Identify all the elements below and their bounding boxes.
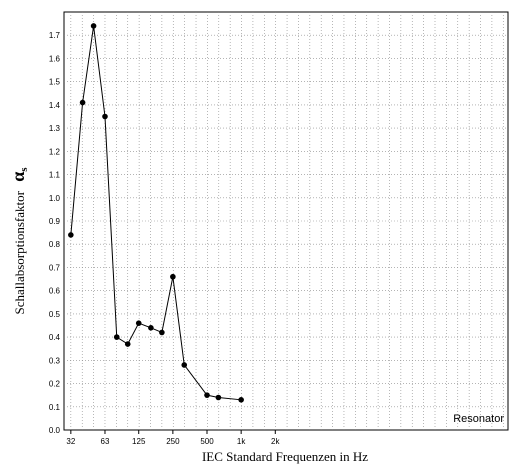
y-axis-title-text: Schallabsorptionsfaktor [12, 190, 27, 314]
data-point [170, 273, 176, 280]
y-tick-label: 0.6 [49, 287, 61, 296]
y-tick-label: 1.5 [49, 78, 61, 87]
data-point [159, 329, 165, 336]
y-tick-label: 0.9 [49, 217, 61, 226]
y-tick-label: 1.1 [49, 171, 61, 180]
y-tick-label: 0.2 [49, 380, 61, 389]
data-point [124, 341, 131, 347]
data-point [90, 23, 97, 29]
data-point [204, 392, 210, 398]
y-tick-labels: 0.0 0.1 0.2 0.3 0.4 0.5 0.6 0.7 0.8 0.9 1.0 1.1 1.2 1… [49, 31, 61, 435]
y-tick-label: 1.6 [49, 54, 61, 63]
x-tick-label: 32 [66, 437, 75, 446]
y-tick-label: 1.0 [49, 194, 61, 203]
y-tick-label: 1.3 [49, 124, 61, 133]
y-tick-label: 1.7 [49, 31, 61, 40]
legend-label: Resonator [453, 413, 504, 425]
x-tick-labels: 32 63 125 250 500 1k 2k [66, 430, 281, 446]
grid [64, 12, 508, 430]
series-layer [68, 23, 244, 403]
y-axis-title: Schallabsorptionsfaktor αs [8, 167, 30, 315]
data-point [102, 113, 108, 120]
x-tick-label: 2k [271, 437, 280, 446]
y-axis-symbol: α [8, 172, 28, 182]
y-tick-label: 1.4 [49, 101, 61, 110]
y-tick-label: 0.7 [49, 263, 61, 272]
data-point [238, 397, 244, 403]
data-point [68, 232, 74, 238]
data-point [135, 320, 142, 326]
y-tick-label: 0.1 [49, 403, 61, 412]
x-tick-label: 125 [132, 437, 146, 446]
x-tick-label: 250 [166, 437, 180, 446]
y-tick-label: 0.4 [49, 333, 61, 342]
y-axis-symbol-subscript: s [18, 167, 30, 172]
y-tick-label: 1.2 [49, 147, 61, 156]
x-tick-label: 500 [200, 437, 214, 446]
svg-text:Schallabsorptionsfaktor: Schallabsorptionsfaktor αs [8, 167, 30, 315]
x-axis-title: IEC Standard Frequenzen in Hz [202, 449, 368, 464]
data-point [79, 99, 86, 106]
y-tick-label: 0.3 [49, 356, 61, 365]
x-tick-label: 1k [237, 437, 246, 446]
data-point [215, 394, 222, 401]
data-point [181, 362, 188, 368]
series-line [70, 25, 242, 401]
y-tick-label: 0.0 [49, 426, 61, 435]
x-tick-label: 63 [101, 437, 110, 446]
data-point [148, 325, 154, 331]
y-tick-label: 0.8 [49, 240, 61, 249]
y-tick-label: 0.5 [49, 310, 61, 319]
data-point [113, 334, 120, 340]
